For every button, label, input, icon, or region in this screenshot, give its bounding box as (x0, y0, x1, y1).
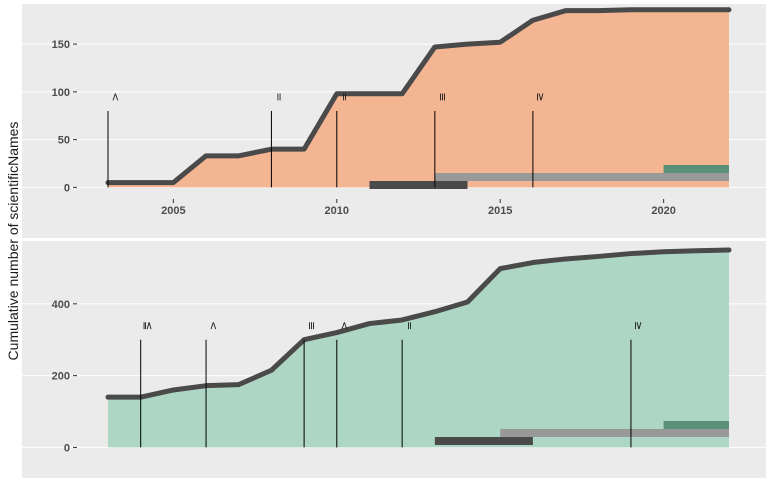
panel-bottom: ≦ < ≡ < = ≥0 200 400 (22, 247, 766, 454)
panel-top: < = = ≡ ≥0 50 100 150 2005 2010 2015 2020 (22, 7, 766, 217)
range-bar-2 (663, 165, 729, 173)
y-tick-label: 0 (64, 182, 70, 194)
series-line (105, 247, 732, 400)
marker-label-5: ≥ (632, 321, 645, 330)
marker-label-3: ≡ (436, 92, 449, 101)
y-tick-label: 150 (52, 39, 70, 51)
marker-label-4: = (403, 321, 416, 330)
x-tick-label: 2020 (651, 205, 675, 217)
range-bar-1 (434, 173, 729, 181)
range-bar-1 (500, 429, 729, 437)
y-tick-label: 100 (52, 87, 70, 99)
marker-label-0: ≦ (142, 321, 155, 330)
y-tick-label: 50 (58, 135, 70, 147)
series-line (105, 7, 732, 186)
y-tick-label: 200 (52, 371, 70, 383)
marker-label-4: ≥ (534, 92, 547, 101)
marker-label-0: < (109, 92, 122, 101)
range-bar-0 (434, 437, 533, 445)
range-bar-2 (663, 421, 729, 429)
x-tick-label: 2015 (488, 205, 512, 217)
y-tick-label: 400 (52, 299, 70, 311)
area-fill (108, 249, 729, 448)
area-fill (108, 9, 729, 188)
y-tick-label: 0 (64, 442, 70, 454)
marker-label-2: ≡ (305, 321, 318, 330)
marker-label-1: < (207, 321, 220, 330)
marker-label-2: = (338, 92, 351, 101)
marker-label-1: = (272, 92, 285, 101)
marker-label-3: < (338, 321, 351, 330)
range-bar-0 (369, 181, 468, 189)
x-tick-label: 2010 (325, 205, 349, 217)
x-tick-label: 2005 (161, 205, 185, 217)
y-axis-title: Cumulative number of scientificNames (5, 122, 21, 361)
